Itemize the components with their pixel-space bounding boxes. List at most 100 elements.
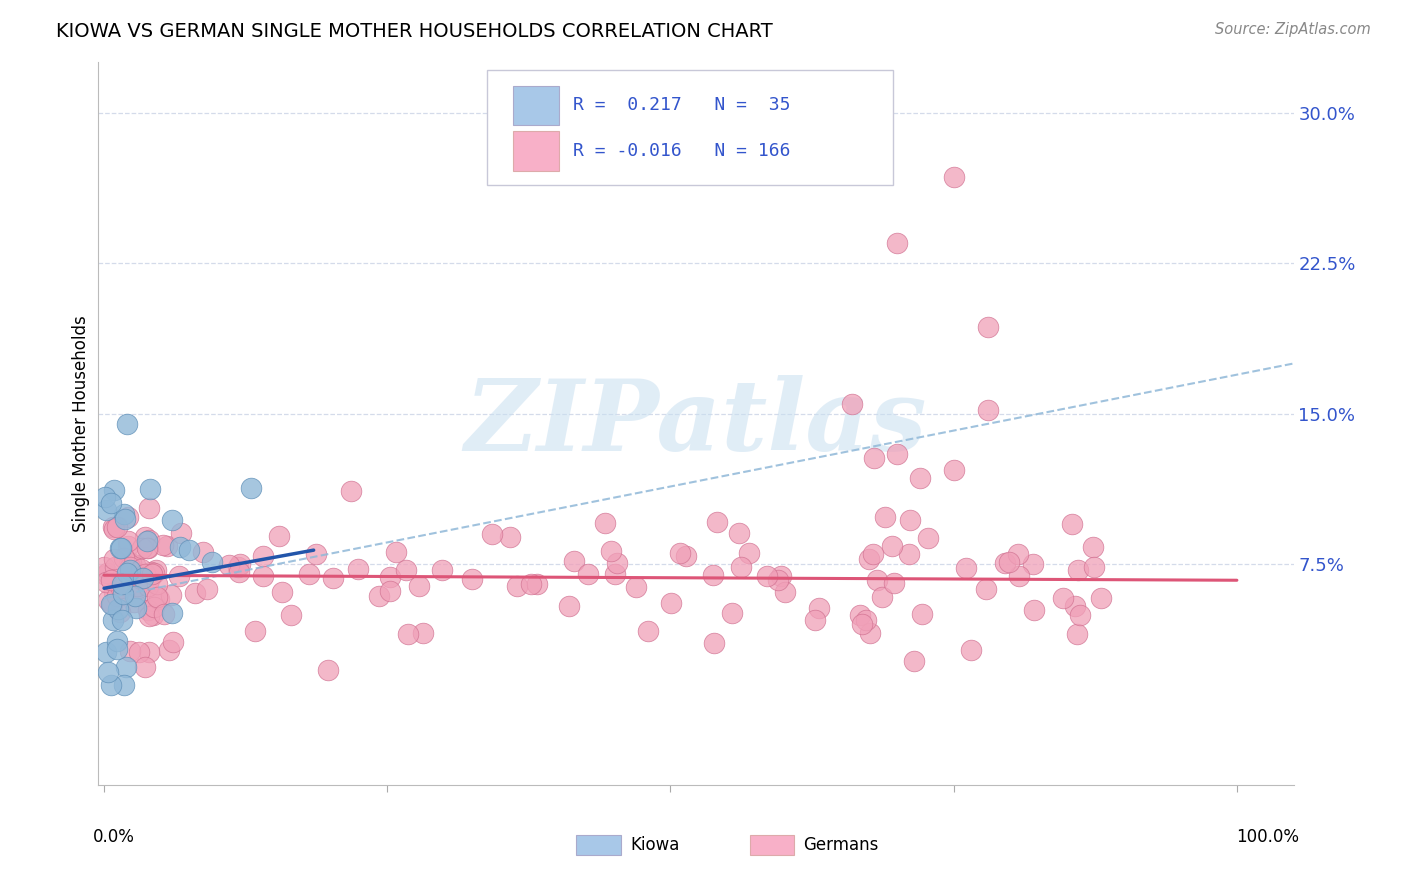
Point [1008,569,1031,583]
FancyBboxPatch shape [486,70,893,186]
Point [131,562,153,576]
Point [139,571,162,585]
Point [770,569,793,583]
Point [395,563,418,577]
Point [862,547,884,561]
Point [911,607,934,621]
Point [994,556,1017,570]
Point [170,525,193,540]
Point [111,614,134,628]
Point [125,601,148,615]
Point [1063,599,1085,613]
Point [105,642,128,657]
Point [146,576,169,591]
Point [430,563,453,577]
Point [160,606,183,620]
Point [108,605,131,619]
Point [229,557,252,571]
Point [576,566,599,581]
Point [191,545,214,559]
Point [114,512,136,526]
Point [142,607,165,622]
Point [269,528,291,542]
Point [520,576,543,591]
Point [870,591,893,605]
Point [773,584,796,599]
Point [152,538,174,552]
Point [120,560,142,574]
Point [138,541,160,555]
Point [141,567,163,582]
Point [252,549,274,564]
Point [146,590,169,604]
Point [105,589,128,603]
Point [942,463,965,477]
Point [159,588,181,602]
Point [111,577,134,591]
Point [138,645,160,659]
Point [218,558,240,572]
Text: R =  0.217   N =  35: R = 0.217 N = 35 [572,96,790,114]
Point [886,447,908,461]
Point [252,569,274,583]
Text: Source: ZipAtlas.com: Source: ZipAtlas.com [1215,22,1371,37]
Point [122,564,145,578]
Point [859,625,882,640]
Point [100,597,122,611]
Point [976,402,998,417]
Point [195,582,218,596]
Point [858,552,880,566]
Point [115,566,138,580]
Point [120,557,142,571]
Point [706,516,728,530]
Point [112,507,135,521]
Point [228,565,250,579]
Point [368,589,391,603]
Point [120,563,142,577]
Point [955,561,977,575]
Point [873,510,896,524]
Point [974,582,997,597]
Point [110,541,132,555]
Point [160,513,183,527]
Point [143,594,166,608]
Point [226,559,249,574]
Point [917,531,939,545]
Point [1007,547,1029,561]
Point [976,320,998,334]
Point [103,520,125,534]
Point [134,530,156,544]
Point [156,539,179,553]
Point [1066,626,1088,640]
Point [998,555,1021,569]
Point [124,589,146,603]
Point [139,565,162,579]
Point [128,645,150,659]
Point [110,541,132,555]
Point [184,586,207,600]
Point [505,579,527,593]
Point [863,450,886,465]
Point [637,624,659,638]
Point [134,660,156,674]
Point [1022,557,1045,572]
Point [103,584,125,599]
Bar [513,86,558,125]
Point [142,566,165,580]
Point [703,636,725,650]
Point [851,617,873,632]
Point [730,559,752,574]
Point [138,609,160,624]
Bar [513,131,558,171]
Bar [749,835,794,855]
Point [605,567,627,582]
Point [162,634,184,648]
Point [396,626,419,640]
Point [808,600,831,615]
Point [942,169,965,184]
Point [298,567,321,582]
Point [755,569,778,583]
Point [97,592,120,607]
Point [131,573,153,587]
Point [243,624,266,639]
